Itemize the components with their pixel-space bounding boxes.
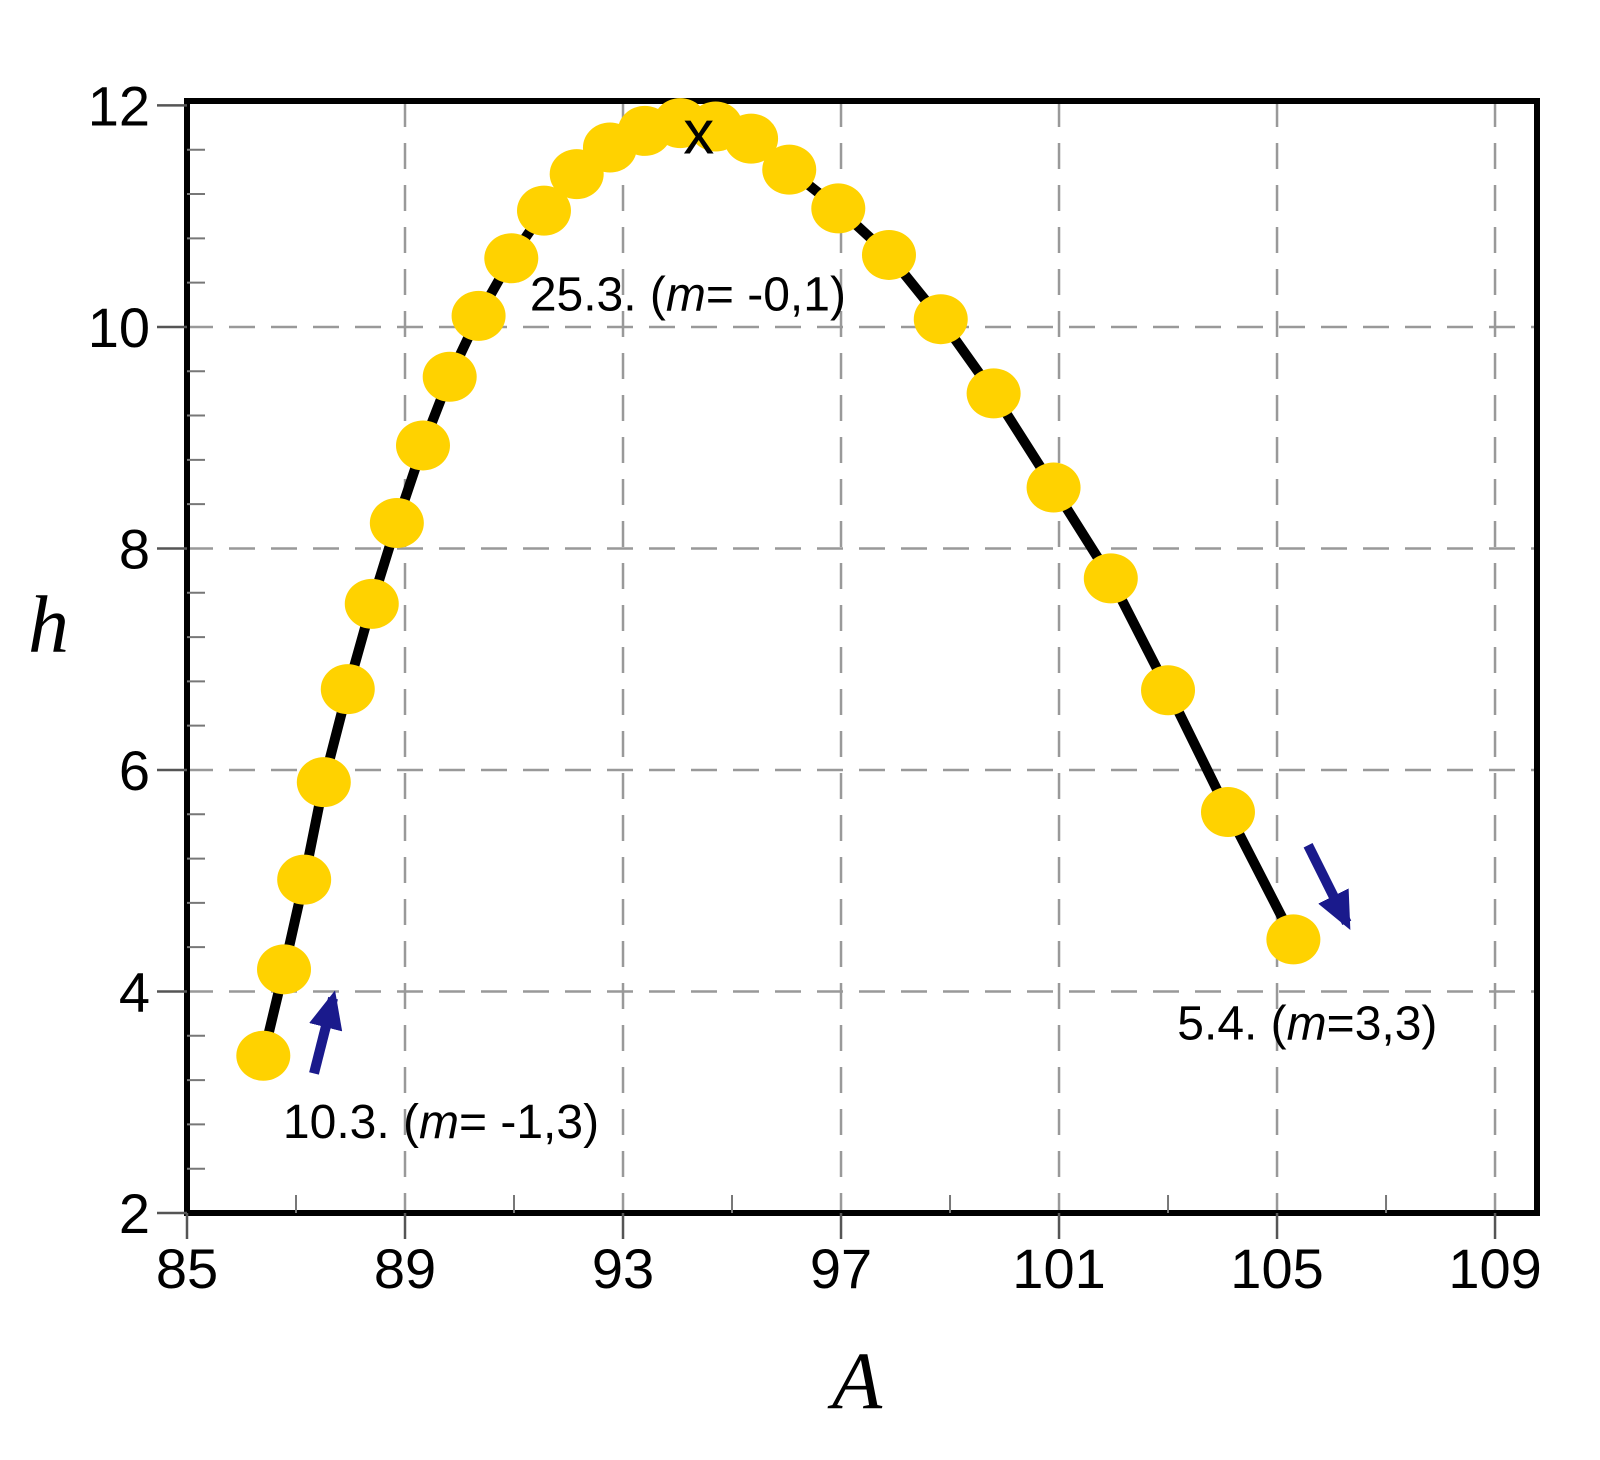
y-tick-label: 8: [119, 517, 150, 580]
data-point: [344, 578, 399, 629]
x-tick-label: 109: [1448, 1237, 1541, 1300]
y-tick-label: 6: [119, 739, 150, 802]
date-peak-label: 25.3. (m= -0,1): [530, 269, 846, 322]
y-tick-label: 10: [88, 296, 150, 359]
data-point: [236, 1030, 291, 1081]
data-series-layer: [236, 98, 1321, 1081]
date-end-label: 5.4. (m=3,3): [1177, 997, 1437, 1050]
data-point: [1266, 914, 1321, 965]
x-tick-label: 105: [1230, 1237, 1323, 1300]
grid-layer: [187, 101, 1537, 1213]
data-point: [369, 497, 424, 548]
data-point: [484, 233, 539, 284]
date-start-label: 10.3. (m= -1,3): [283, 1096, 599, 1149]
y-tick-label: 12: [88, 74, 150, 137]
direction-start-arrow: [309, 990, 343, 1075]
tick-label-layer: 85 89 93 97 101 105 109 2 4 6 8 10 12: [88, 74, 1542, 1300]
x-tick-label: 97: [810, 1237, 872, 1300]
data-point: [966, 368, 1021, 419]
x-tick-label: 101: [1012, 1237, 1105, 1300]
annotation-layer: 25.3. (m= -0,1) 10.3. (m= -1,3) 5.4. (m=3,…: [283, 99, 1437, 1150]
data-point: [762, 144, 817, 195]
data-point: [1083, 553, 1138, 604]
data-point: [724, 113, 779, 164]
data-point: [277, 854, 332, 905]
x-tick-label: 89: [374, 1237, 436, 1300]
x-axis-label: A: [827, 1335, 883, 1426]
peak-cross-marker: x: [683, 99, 714, 168]
direction-end-arrow: [1303, 843, 1352, 930]
data-point: [1200, 787, 1255, 838]
y-axis-label: h: [28, 579, 69, 670]
data-point: [1026, 462, 1081, 513]
data-point: [913, 294, 968, 345]
data-point: [257, 944, 312, 995]
x-tick-label: 85: [156, 1237, 218, 1300]
data-point: [422, 351, 477, 402]
data-point: [1141, 665, 1196, 716]
data-point: [451, 290, 506, 341]
data-point: [296, 757, 351, 808]
plot-border: [184, 98, 1540, 1216]
data-point: [811, 183, 866, 234]
data-point: [516, 185, 571, 236]
data-point: [320, 664, 375, 715]
tick-layer: [157, 104, 1497, 1239]
data-line: [258, 118, 1298, 1057]
data-point: [395, 420, 450, 471]
y-tick-label: 2: [119, 1182, 150, 1245]
x-tick-label: 93: [592, 1237, 654, 1300]
data-point: [861, 229, 916, 280]
y-tick-label: 4: [119, 960, 150, 1023]
